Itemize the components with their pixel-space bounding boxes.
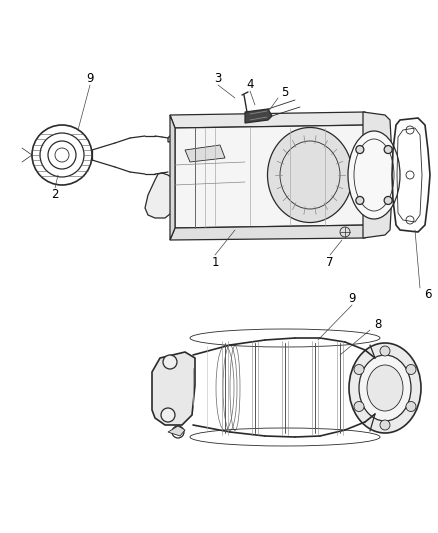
Circle shape — [384, 146, 392, 154]
Polygon shape — [152, 352, 195, 425]
Circle shape — [163, 355, 177, 369]
Polygon shape — [170, 115, 175, 240]
Text: 3: 3 — [214, 71, 222, 85]
Circle shape — [406, 401, 416, 411]
Circle shape — [354, 365, 364, 375]
Circle shape — [380, 346, 390, 356]
Polygon shape — [170, 225, 370, 240]
Circle shape — [406, 365, 416, 375]
Ellipse shape — [349, 343, 421, 433]
Circle shape — [380, 420, 390, 430]
Circle shape — [356, 197, 364, 205]
Polygon shape — [245, 109, 272, 123]
Polygon shape — [168, 426, 185, 436]
Text: 7: 7 — [326, 255, 334, 269]
Ellipse shape — [268, 127, 353, 222]
Text: 5: 5 — [281, 86, 289, 100]
Polygon shape — [175, 125, 370, 228]
Polygon shape — [363, 112, 393, 238]
Circle shape — [354, 401, 364, 411]
Text: 9: 9 — [86, 71, 94, 85]
Text: 1: 1 — [211, 255, 219, 269]
Text: 2: 2 — [51, 189, 59, 201]
Text: 4: 4 — [246, 78, 254, 92]
Polygon shape — [168, 128, 192, 142]
Circle shape — [384, 197, 392, 205]
Circle shape — [356, 146, 364, 154]
Ellipse shape — [359, 355, 411, 421]
Text: 6: 6 — [424, 288, 432, 302]
Ellipse shape — [348, 131, 400, 219]
Ellipse shape — [367, 365, 403, 411]
Text: 9: 9 — [348, 292, 356, 304]
Polygon shape — [185, 145, 225, 162]
Text: 8: 8 — [374, 319, 381, 332]
Circle shape — [161, 408, 175, 422]
Polygon shape — [145, 173, 178, 218]
Polygon shape — [170, 112, 370, 128]
